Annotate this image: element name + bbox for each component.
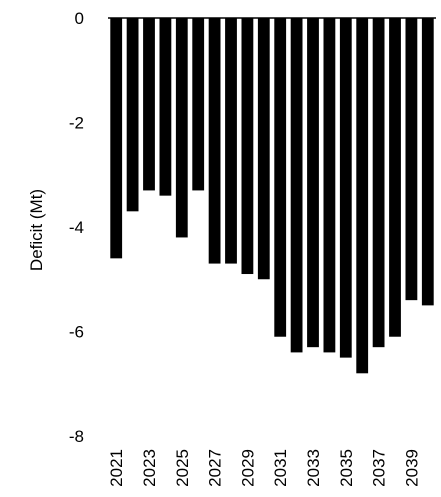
- x-tick-label: 2027: [206, 449, 225, 487]
- y-tick-label: -6: [69, 323, 84, 342]
- y-tick-label: -4: [69, 218, 84, 237]
- bar-2024: [159, 18, 172, 196]
- bar-2029: [241, 18, 254, 275]
- x-tick-label: 2037: [370, 449, 389, 487]
- bar-2035: [339, 18, 352, 358]
- bar-2037: [372, 18, 385, 348]
- y-axis-label: Deficit (Mt): [27, 189, 46, 271]
- bar-2026: [192, 18, 205, 191]
- bar-2023: [143, 18, 155, 191]
- x-tick-label: 2025: [173, 449, 192, 487]
- bar-2039: [405, 18, 418, 301]
- bar-2021: [110, 18, 123, 259]
- x-tick-label: 2033: [304, 449, 323, 487]
- bar-2032: [290, 18, 303, 353]
- x-tick-label: 2031: [271, 449, 290, 487]
- bar-2025: [175, 18, 188, 238]
- bar-2033: [307, 18, 319, 348]
- x-tick-label: 2035: [337, 449, 356, 487]
- x-tick-label: 2039: [402, 449, 421, 487]
- bar-2027: [208, 18, 221, 264]
- y-tick-label: -8: [69, 427, 84, 446]
- x-tick-label: 2029: [238, 449, 257, 487]
- y-axis-ticks: 0 -2 -4 -6 -8: [69, 9, 84, 446]
- bar-2028: [225, 18, 237, 264]
- bar-2038: [389, 18, 401, 337]
- x-tick-label: 2023: [140, 449, 159, 487]
- x-axis-ticks: 2021 2023 2025 2027 2029 2031 2033 2035 2037 2039: [107, 449, 421, 487]
- x-tick-label: 2021: [107, 449, 126, 487]
- bar-2031: [274, 18, 287, 337]
- y-tick-label: 0: [75, 9, 84, 28]
- bar-2034: [323, 18, 336, 353]
- bar-2022: [126, 18, 139, 212]
- bars: [110, 18, 434, 374]
- bar-2030: [257, 18, 270, 280]
- y-tick-label: -2: [69, 114, 84, 133]
- bar-2040: [421, 18, 434, 306]
- bar-2036: [356, 18, 369, 374]
